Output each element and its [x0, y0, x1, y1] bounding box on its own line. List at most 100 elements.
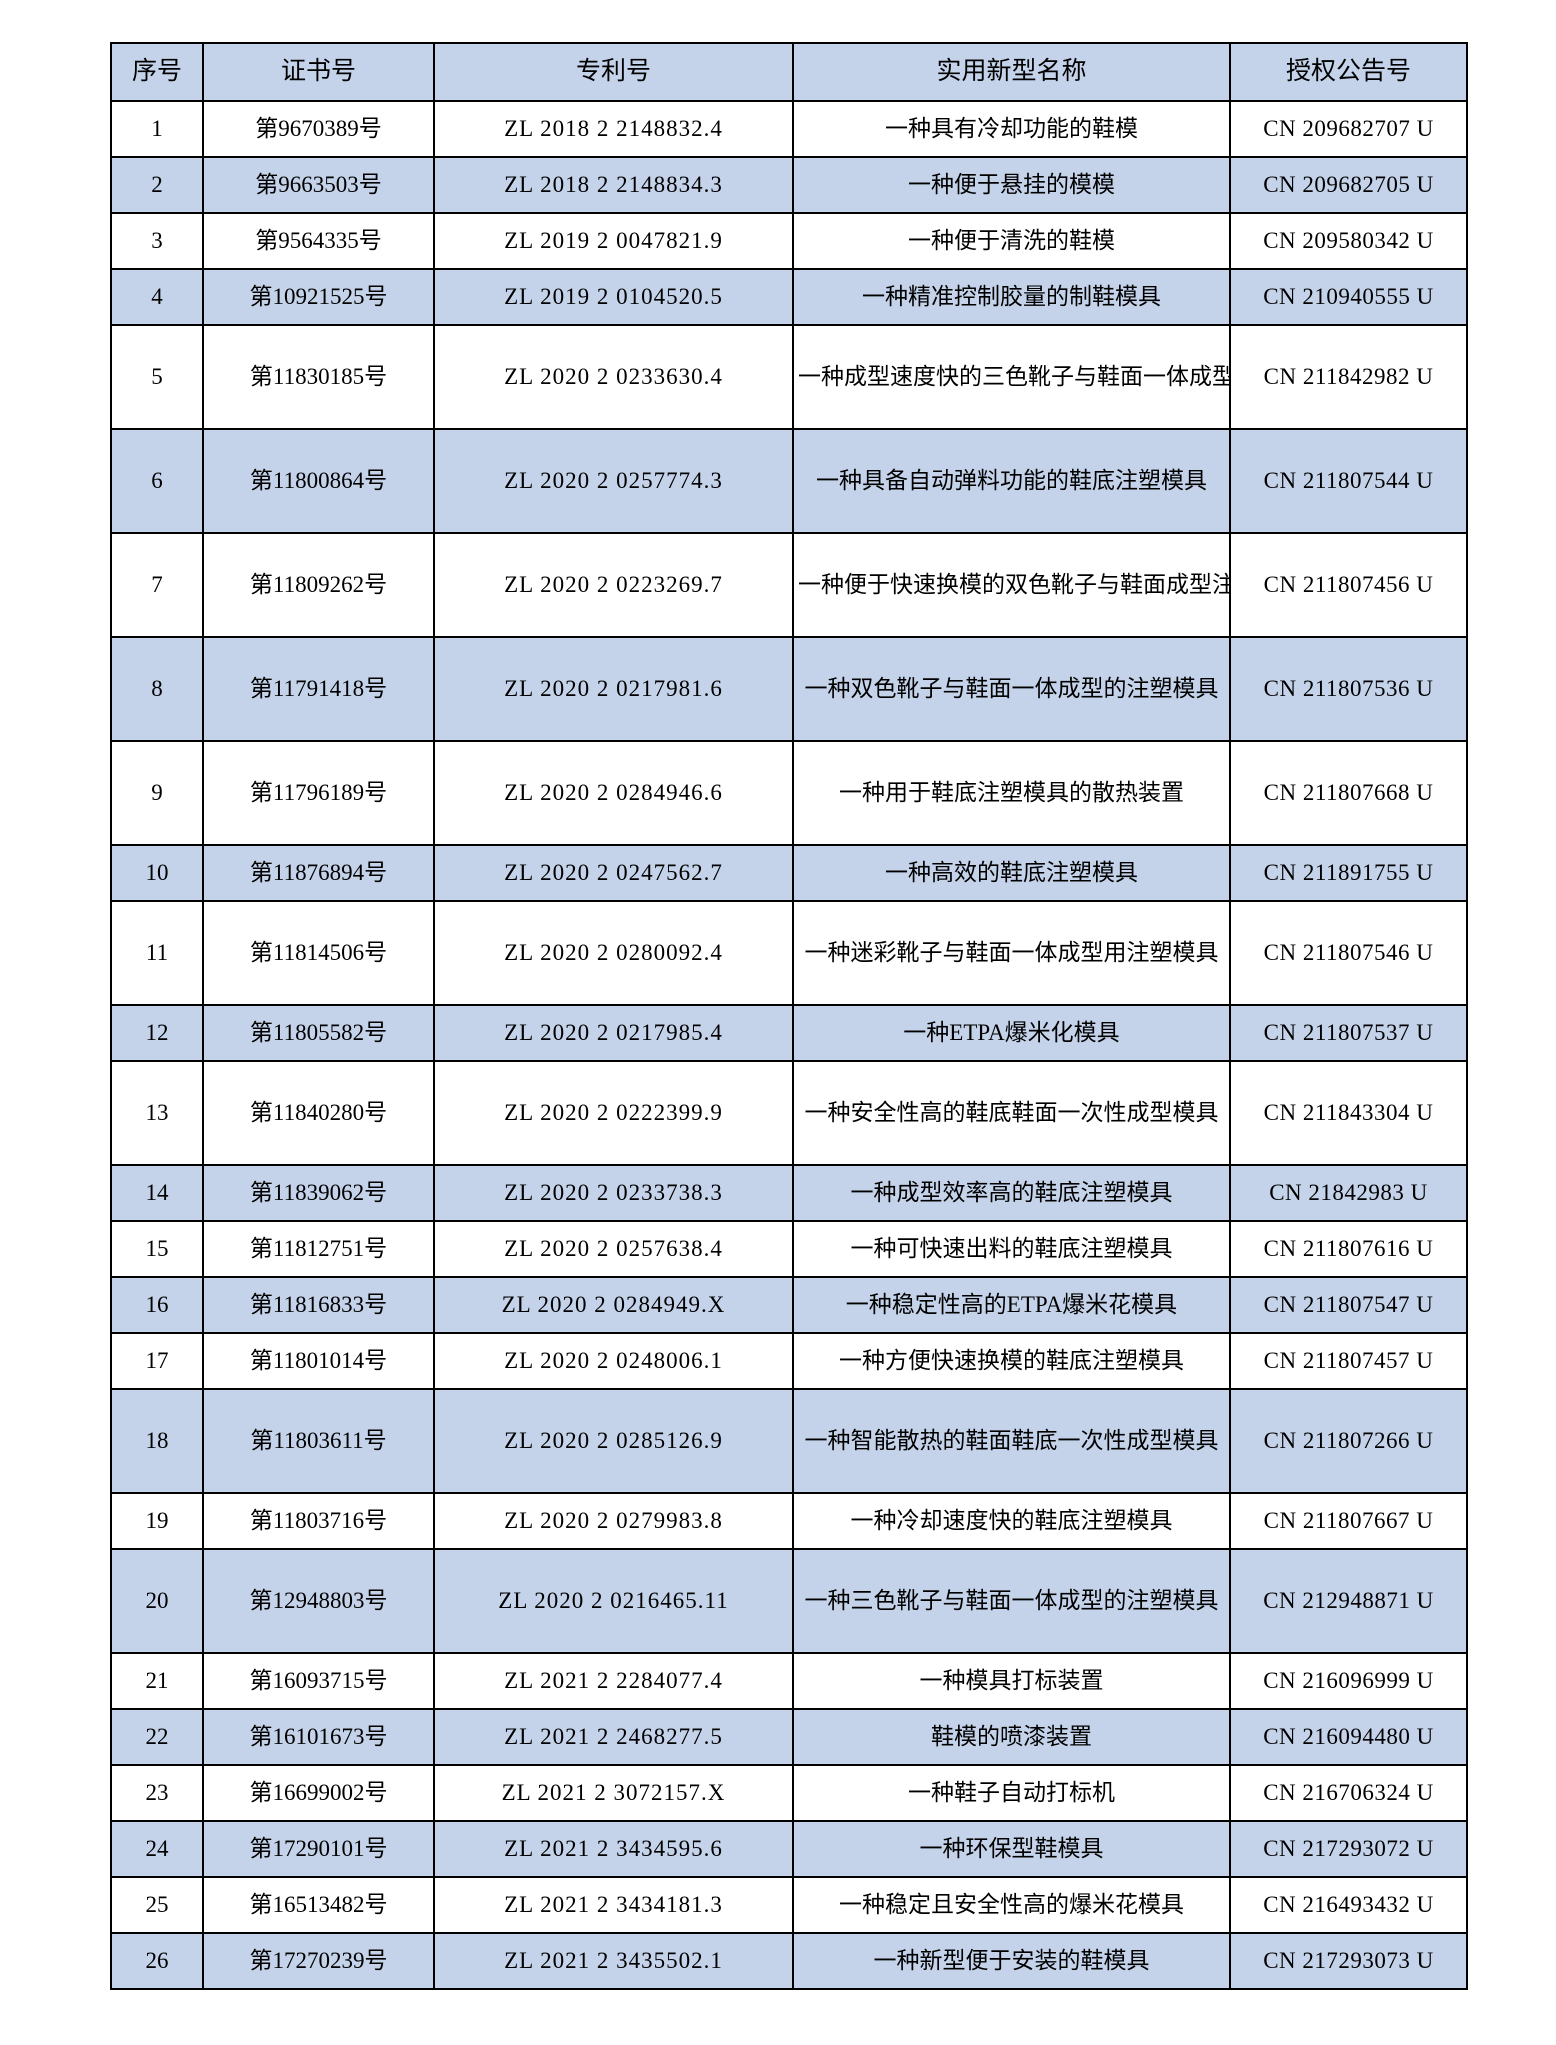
- row-certificate-number: 第11805582号: [202, 1004, 435, 1062]
- row-seq: 22: [110, 1708, 204, 1766]
- row-publication-number: CN 209682707 U: [1229, 100, 1468, 158]
- row-utility-model-name: 一种便于快速换模的双色靴子与鞋面成型注塑模具: [792, 532, 1231, 638]
- row-certificate-number: 第11830185号: [202, 324, 435, 430]
- table-row: 6 第11800864号 ZL 2020 2 0257774.3 一种具备自动弹料功能…: [110, 428, 1468, 534]
- table-row: 18 第11803611号 ZL 2020 2 0285126.9 一种智能散热的鞋面…: [110, 1388, 1468, 1494]
- table-row: 12 第11805582号 ZL 2020 2 0217985.4 一种ETPA爆米化…: [110, 1004, 1468, 1062]
- row-certificate-number: 第11801014号: [202, 1332, 435, 1390]
- row-seq: 21: [110, 1652, 204, 1710]
- row-publication-number: CN 209580342 U: [1229, 212, 1468, 270]
- row-utility-model-name: 一种智能散热的鞋面鞋底一次性成型模具: [792, 1388, 1231, 1494]
- row-utility-model-name: 一种稳定且安全性高的爆米花模具: [792, 1876, 1231, 1934]
- column-header-pub: 授权公告号: [1229, 42, 1468, 102]
- row-publication-number: CN 212948871 U: [1229, 1548, 1468, 1654]
- row-utility-model-name: 一种鞋子自动打标机: [792, 1764, 1231, 1822]
- table-row: 9 第11796189号 ZL 2020 2 0284946.6 一种用于鞋底注塑模具…: [110, 740, 1468, 846]
- row-patent-number: ZL 2020 2 0257638.4: [433, 1220, 794, 1278]
- row-patent-number: ZL 2019 2 0047821.9: [433, 212, 794, 270]
- row-utility-model-name: 鞋模的喷漆装置: [792, 1708, 1231, 1766]
- table-row: 16 第11816833号 ZL 2020 2 0284949.X 一种稳定性高的ET…: [110, 1276, 1468, 1334]
- row-patent-number: ZL 2020 2 0247562.7: [433, 844, 794, 902]
- row-seq: 10: [110, 844, 204, 902]
- row-patent-number: ZL 2021 2 3434595.6: [433, 1820, 794, 1878]
- table-row: 24 第17290101号 ZL 2021 2 3434595.6 一种环保型鞋模具 C…: [110, 1820, 1468, 1878]
- row-patent-number: ZL 2020 2 0257774.3: [433, 428, 794, 534]
- column-header-cert: 证书号: [202, 42, 435, 102]
- row-utility-model-name: 一种成型效率高的鞋底注塑模具: [792, 1164, 1231, 1222]
- table-row: 13 第11840280号 ZL 2020 2 0222399.9 一种安全性高的鞋底…: [110, 1060, 1468, 1166]
- table-row: 10 第11876894号 ZL 2020 2 0247562.7 一种高效的鞋底注塑…: [110, 844, 1468, 902]
- row-utility-model-name: 一种可快速出料的鞋底注塑模具: [792, 1220, 1231, 1278]
- row-publication-number: CN 211807547 U: [1229, 1276, 1468, 1334]
- column-header-seq: 序号: [110, 42, 204, 102]
- row-seq: 15: [110, 1220, 204, 1278]
- table-header: 序号 证书号 专利号 实用新型名称 授权公告号: [110, 42, 1468, 102]
- row-patent-number: ZL 2021 2 3435502.1: [433, 1932, 794, 1990]
- row-publication-number: CN 211807456 U: [1229, 532, 1468, 638]
- column-header-name: 实用新型名称: [792, 42, 1231, 102]
- row-publication-number: CN 211807537 U: [1229, 1004, 1468, 1062]
- table-row: 5 第11830185号 ZL 2020 2 0233630.4 一种成型速度快的三色…: [110, 324, 1468, 430]
- row-certificate-number: 第16093715号: [202, 1652, 435, 1710]
- row-publication-number: CN 211807266 U: [1229, 1388, 1468, 1494]
- row-seq: 2: [110, 156, 204, 214]
- row-certificate-number: 第11812751号: [202, 1220, 435, 1278]
- row-patent-number: ZL 2020 2 0233630.4: [433, 324, 794, 430]
- row-seq: 14: [110, 1164, 204, 1222]
- table-row: 1 第9670389号 ZL 2018 2 2148832.4 一种具有冷却功能的鞋模…: [110, 100, 1468, 158]
- row-seq: 26: [110, 1932, 204, 1990]
- row-publication-number: CN 216706324 U: [1229, 1764, 1468, 1822]
- table-row: 15 第11812751号 ZL 2020 2 0257638.4 一种可快速出料的鞋…: [110, 1220, 1468, 1278]
- table-row: 14 第11839062号 ZL 2020 2 0233738.3 一种成型效率高的鞋…: [110, 1164, 1468, 1222]
- row-utility-model-name: 一种方便快速换模的鞋底注塑模具: [792, 1332, 1231, 1390]
- row-patent-number: ZL 2021 2 2284077.4: [433, 1652, 794, 1710]
- row-publication-number: CN 210940555 U: [1229, 268, 1468, 326]
- row-utility-model-name: 一种三色靴子与鞋面一体成型的注塑模具: [792, 1548, 1231, 1654]
- table-row: 19 第11803716号 ZL 2020 2 0279983.8 一种冷却速度快的鞋…: [110, 1492, 1468, 1550]
- row-utility-model-name: 一种成型速度快的三色靴子与鞋面一体成型的注塑模具: [792, 324, 1231, 430]
- row-seq: 16: [110, 1276, 204, 1334]
- row-certificate-number: 第11796189号: [202, 740, 435, 846]
- table-row: 20 第12948803号 ZL 2020 2 0216465.11 一种三色靴子与鞋…: [110, 1548, 1468, 1654]
- row-certificate-number: 第16101673号: [202, 1708, 435, 1766]
- row-utility-model-name: 一种高效的鞋底注塑模具: [792, 844, 1231, 902]
- row-patent-number: ZL 2020 2 0217981.6: [433, 636, 794, 742]
- row-seq: 9: [110, 740, 204, 846]
- table-row: 11 第11814506号 ZL 2020 2 0280092.4 一种迷彩靴子与鞋面…: [110, 900, 1468, 1006]
- row-publication-number: CN 211807668 U: [1229, 740, 1468, 846]
- row-seq: 18: [110, 1388, 204, 1494]
- row-seq: 13: [110, 1060, 204, 1166]
- row-publication-number: CN 211891755 U: [1229, 844, 1468, 902]
- row-certificate-number: 第11800864号: [202, 428, 435, 534]
- row-certificate-number: 第11791418号: [202, 636, 435, 742]
- row-patent-number: ZL 2020 2 0223269.7: [433, 532, 794, 638]
- column-header-patent: 专利号: [433, 42, 794, 102]
- row-seq: 17: [110, 1332, 204, 1390]
- row-publication-number: CN 216493432 U: [1229, 1876, 1468, 1934]
- row-certificate-number: 第16513482号: [202, 1876, 435, 1934]
- row-utility-model-name: 一种具备自动弹料功能的鞋底注塑模具: [792, 428, 1231, 534]
- row-patent-number: ZL 2021 2 2468277.5: [433, 1708, 794, 1766]
- row-utility-model-name: 一种便于清洗的鞋模: [792, 212, 1231, 270]
- table-row: 7 第11809262号 ZL 2020 2 0223269.7 一种便于快速换模的双…: [110, 532, 1468, 638]
- row-seq: 6: [110, 428, 204, 534]
- table-row: 26 第17270239号 ZL 2021 2 3435502.1 一种新型便于安装的…: [110, 1932, 1468, 1990]
- row-certificate-number: 第11839062号: [202, 1164, 435, 1222]
- row-publication-number: CN 211807546 U: [1229, 900, 1468, 1006]
- row-publication-number: CN 217293072 U: [1229, 1820, 1468, 1878]
- table-header-row: 序号 证书号 专利号 实用新型名称 授权公告号: [110, 42, 1468, 102]
- row-seq: 20: [110, 1548, 204, 1654]
- table-row: 17 第11801014号 ZL 2020 2 0248006.1 一种方便快速换模的…: [110, 1332, 1468, 1390]
- table-row: 23 第16699002号 ZL 2021 2 3072157.X 一种鞋子自动打标机…: [110, 1764, 1468, 1822]
- row-publication-number: CN 211807616 U: [1229, 1220, 1468, 1278]
- row-publication-number: CN 211807536 U: [1229, 636, 1468, 742]
- row-seq: 24: [110, 1820, 204, 1878]
- row-certificate-number: 第17270239号: [202, 1932, 435, 1990]
- table-body: 1 第9670389号 ZL 2018 2 2148832.4 一种具有冷却功能的鞋模…: [110, 100, 1468, 1990]
- row-publication-number: CN 211843304 U: [1229, 1060, 1468, 1166]
- row-utility-model-name: 一种具有冷却功能的鞋模: [792, 100, 1231, 158]
- row-patent-number: ZL 2020 2 0233738.3: [433, 1164, 794, 1222]
- row-certificate-number: 第17290101号: [202, 1820, 435, 1878]
- row-patent-number: ZL 2020 2 0279983.8: [433, 1492, 794, 1550]
- row-seq: 7: [110, 532, 204, 638]
